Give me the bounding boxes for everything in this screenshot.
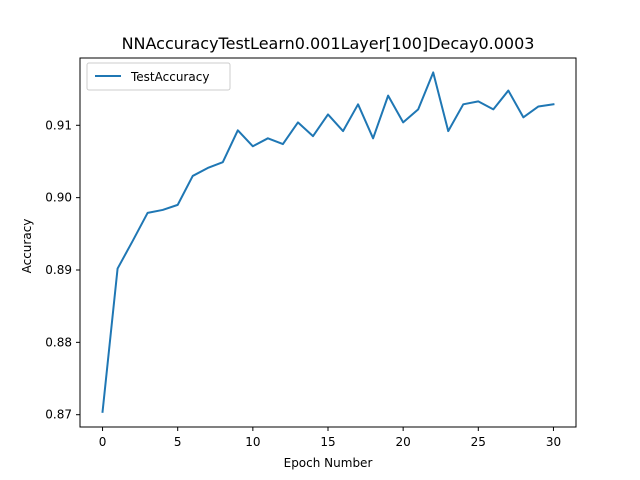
x-tick-label: 30	[546, 435, 561, 449]
y-tick-label: 0.91	[45, 118, 72, 132]
legend-label: TestAccuracy	[130, 70, 209, 84]
plot-area	[101, 71, 555, 413]
chart-title: NNAccuracyTestLearn0.001Layer[100]Decay0…	[122, 34, 535, 53]
y-axis-label: Accuracy	[20, 219, 34, 274]
x-tick-label: 25	[471, 435, 486, 449]
axes: 0 5 10 15 20 25 30 0.87 0.88 0.89 0.90 0.91	[45, 57, 577, 449]
y-tick-label: 0.88	[45, 335, 72, 349]
y-tick-label: 0.90	[45, 191, 72, 205]
series-line-0	[101, 71, 555, 413]
y-tick-label: 0.89	[45, 263, 72, 277]
x-tick-label: 20	[396, 435, 411, 449]
legend-box	[86, 62, 231, 91]
x-axis-label: Epoch Number	[284, 456, 373, 470]
plot-frame	[79, 57, 577, 428]
x-tick-label: 10	[245, 435, 260, 449]
x-tick-label: 15	[320, 435, 335, 449]
y-tick-label: 0.87	[45, 408, 72, 422]
legend: TestAccuracy	[86, 62, 231, 91]
x-tick-label: 5	[174, 435, 182, 449]
x-tick-label: 0	[99, 435, 107, 449]
